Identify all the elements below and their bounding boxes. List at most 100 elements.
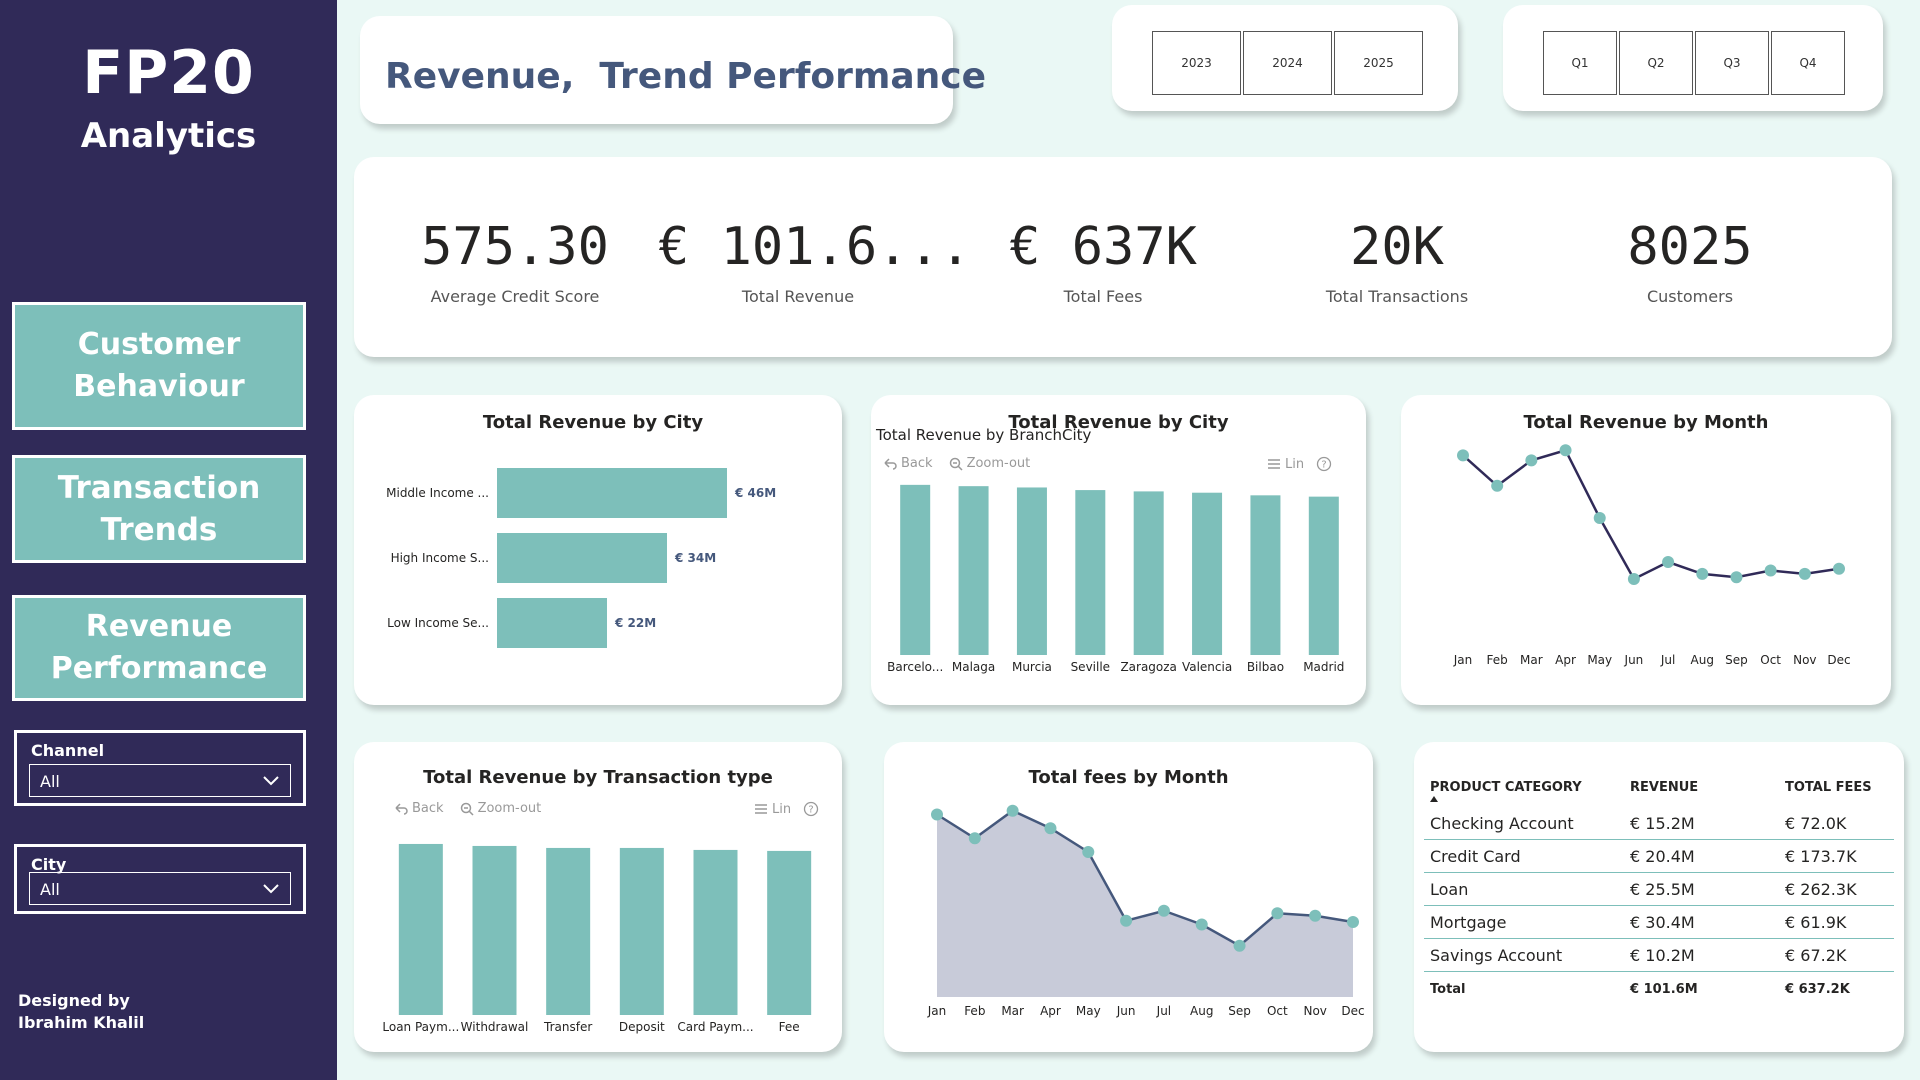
column-header-label: PRODUCT CATEGORY <box>1430 780 1582 795</box>
x-tick-label: Oct <box>1760 653 1781 667</box>
bar <box>619 847 664 1015</box>
column-header-revenue[interactable]: REVENUE <box>1630 780 1699 795</box>
list-view-button[interactable]: Lin <box>754 802 791 817</box>
svg-text:?: ? <box>808 805 813 816</box>
product-category-table: PRODUCT CATEGORY REVENUE TOTAL FEES Chec… <box>1424 780 1894 1003</box>
nav-transaction-trends-button[interactable]: Transaction Trends <box>12 455 306 563</box>
help-icon[interactable]: ? <box>803 801 819 817</box>
data-point <box>1457 449 1469 462</box>
bar <box>1250 495 1281 655</box>
channel-dropdown-value: All <box>40 772 60 791</box>
table-cell: € 173.7K <box>1779 839 1894 873</box>
series-line <box>936 809 1354 948</box>
kpi-value: € 101.6... <box>658 217 972 277</box>
bar <box>958 486 989 655</box>
year-2023-button[interactable]: 2023 <box>1152 31 1241 95</box>
chart-title: Total Revenue by City <box>482 412 704 433</box>
data-point <box>1764 564 1777 577</box>
list-icon <box>1268 459 1280 469</box>
table-cell: Savings Account <box>1424 938 1624 972</box>
city-dropdown-value: All <box>40 880 60 899</box>
x-tick-label: May <box>1587 653 1612 667</box>
data-point <box>1662 556 1675 569</box>
nav-revenue-performance-button[interactable]: Revenue Performance <box>12 595 306 701</box>
data-point <box>1730 571 1743 584</box>
x-tick-label: Nov <box>1303 1004 1326 1018</box>
quarter-q3-button[interactable]: Q3 <box>1695 31 1769 95</box>
x-tick-label: Dec <box>1827 653 1850 667</box>
nav-customer-behaviour-button[interactable]: Customer Behaviour <box>12 302 306 430</box>
data-point <box>968 832 981 845</box>
x-tick-label: Mar <box>1520 653 1543 667</box>
logo-title: FP20 <box>82 38 255 108</box>
y-tick-label: Low Income Se... <box>387 616 489 630</box>
zoom-out-label: Zoom-out <box>966 456 1031 471</box>
x-tick-label: Apr <box>1040 1004 1061 1018</box>
title-card: Revenue, Trend Performance <box>360 16 986 124</box>
fees-by-month-chart-card: Total fees by Month Jan Feb Mar Apr May Jun Ju… <box>884 742 1373 1052</box>
table-cell: € 67.2K <box>1779 938 1894 972</box>
table-cell: € 15.2M <box>1624 807 1779 840</box>
quarter-q1-button[interactable]: Q1 <box>1543 31 1617 95</box>
bar <box>900 484 931 655</box>
revenue-by-city-chart: Barcelo... Malaga Murcia Seville Zaragoza Val… <box>887 484 1344 674</box>
table-total-cell: € 101.6M <box>1630 982 1698 997</box>
data-point <box>1491 479 1504 492</box>
channel-dropdown[interactable]: All <box>29 764 291 797</box>
column-header-product-category[interactable]: PRODUCT CATEGORY <box>1424 780 1624 807</box>
data-point <box>1798 567 1811 580</box>
bar <box>1192 492 1223 655</box>
data-point <box>931 808 943 821</box>
year-2024-button[interactable]: 2024 <box>1243 31 1332 95</box>
data-point <box>1833 562 1845 575</box>
data-point <box>1120 914 1133 927</box>
data-point <box>1309 909 1322 922</box>
chart-title: Total Revenue by Transaction type <box>423 767 773 788</box>
back-button[interactable]: Back <box>883 456 933 471</box>
x-tick-label: Seville <box>1071 660 1111 674</box>
bar <box>767 850 812 1015</box>
data-point <box>1696 567 1709 580</box>
data-point <box>1627 572 1640 585</box>
data-point <box>1525 454 1538 467</box>
quarter-q2-button[interactable]: Q2 <box>1619 31 1693 95</box>
help-icon[interactable]: ? <box>1316 456 1332 472</box>
data-point <box>1195 918 1208 931</box>
kpi-value: € 637K <box>1009 217 1197 277</box>
x-tick-label: Valencia <box>1182 660 1232 674</box>
column-header-total-fees[interactable]: TOTAL FEES <box>1785 780 1872 795</box>
bar <box>1133 491 1164 655</box>
zoom-out-button[interactable]: Zoom-out <box>460 801 542 816</box>
back-button[interactable]: Back <box>394 801 444 816</box>
year-2025-button[interactable]: 2025 <box>1334 31 1423 95</box>
data-label: € 34M <box>674 551 716 565</box>
channel-slicer: Channel All <box>14 730 306 806</box>
x-tick-label: Madrid <box>1303 660 1344 674</box>
area-fill <box>937 810 1353 997</box>
view-toolbar: Lin ? <box>754 801 819 817</box>
kpi-card: 575.30 Average Credit Score € 101.6... T… <box>354 157 1892 357</box>
zoom-out-button[interactable]: Zoom-out <box>949 456 1031 471</box>
revenue-by-income-chart-card: Total Revenue by City Middle Income ... €… <box>354 395 842 705</box>
back-arrow-icon <box>395 802 408 815</box>
table-cell: € 72.0K <box>1779 807 1894 840</box>
city-dropdown[interactable]: All <box>29 872 291 905</box>
kpi-label: Total Revenue <box>741 287 855 306</box>
x-tick-label: Nov <box>1793 653 1816 667</box>
chart-overlay-title: Total Revenue by BranchCity <box>876 426 1092 444</box>
x-tick-label: Sep <box>1725 653 1748 667</box>
x-tick-label: Oct <box>1267 1004 1288 1018</box>
product-category-table-card: PRODUCT CATEGORY REVENUE TOTAL FEES Chec… <box>1414 742 1904 1052</box>
kpi-customers: 8025 Customers <box>1550 217 1830 306</box>
list-view-button[interactable]: Lin <box>1267 457 1304 472</box>
zoom-out-label: Zoom-out <box>477 801 542 816</box>
y-tick-label: Middle Income ... <box>386 486 489 500</box>
drill-toolbar: Back Zoom-out <box>883 456 1030 471</box>
x-tick-label: Jan <box>1453 653 1473 667</box>
table-total-cell: € 637.2K <box>1785 982 1850 997</box>
table-total-cell: Total <box>1430 982 1466 997</box>
quarter-q4-button[interactable]: Q4 <box>1771 31 1845 95</box>
table-cell: € 25.5M <box>1624 872 1779 906</box>
table-cell: € 61.9K <box>1779 905 1894 939</box>
zoom-out-icon <box>460 802 474 816</box>
